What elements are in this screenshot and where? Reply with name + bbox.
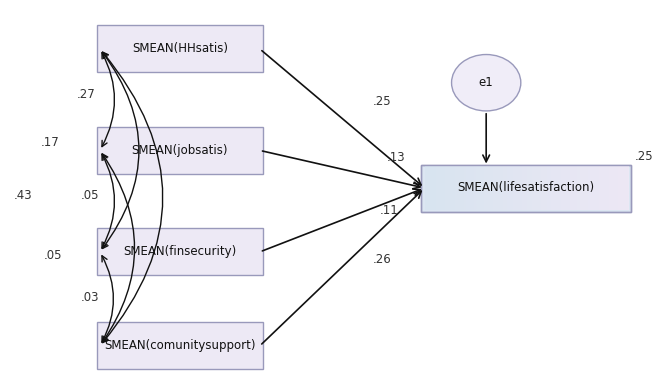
Text: SMEAN(finsecurity): SMEAN(finsecurity) [123,246,236,258]
Text: SMEAN(lifesatisfaction): SMEAN(lifesatisfaction) [458,182,595,194]
FancyBboxPatch shape [97,323,263,369]
Text: .05: .05 [81,189,99,202]
FancyBboxPatch shape [422,165,631,211]
Text: .27: .27 [77,88,96,100]
Text: SMEAN(jobsatis): SMEAN(jobsatis) [132,144,228,157]
FancyBboxPatch shape [97,228,263,275]
Ellipse shape [452,55,521,111]
Text: .13: .13 [386,152,405,164]
FancyBboxPatch shape [97,26,263,72]
Text: .26: .26 [373,253,392,266]
Text: .25: .25 [634,150,653,162]
Text: .25: .25 [373,95,392,108]
Text: .43: .43 [14,189,33,202]
Text: SMEAN(comunitysupport): SMEAN(comunitysupport) [104,340,256,352]
Text: .03: .03 [81,291,99,303]
Text: SMEAN(HHsatis): SMEAN(HHsatis) [132,42,228,55]
FancyBboxPatch shape [97,127,263,174]
Text: e1: e1 [479,76,494,89]
Text: .11: .11 [380,204,398,217]
Text: .17: .17 [41,136,59,149]
Text: .05: .05 [44,249,63,262]
